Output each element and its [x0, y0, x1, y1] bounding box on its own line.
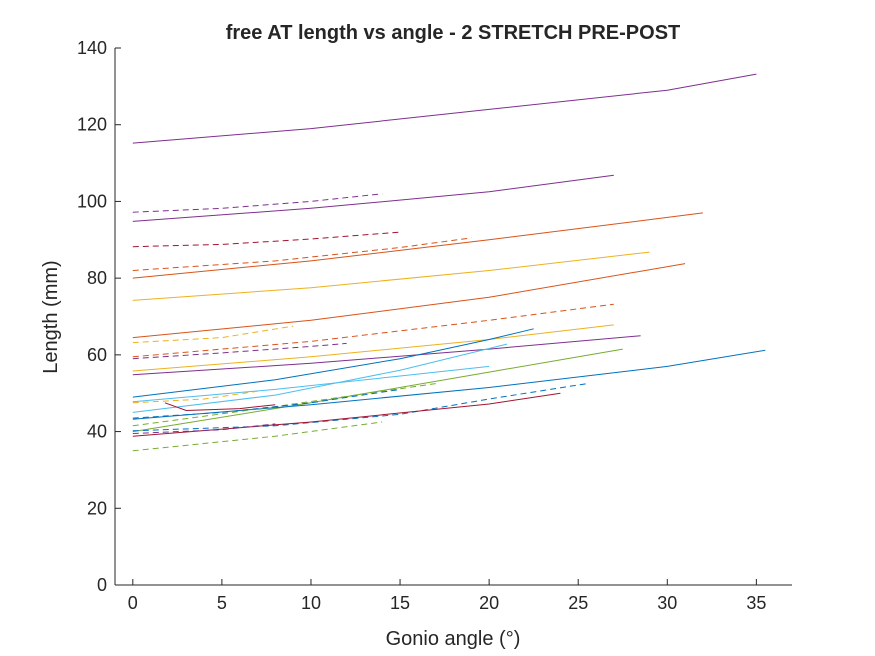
series-line-25	[164, 402, 276, 412]
series-line-7	[132, 251, 650, 301]
y-tick-label-120: 120	[77, 115, 107, 135]
x-tick-label-15: 15	[390, 593, 410, 613]
y-tick-label-0: 0	[97, 575, 107, 595]
x-tick-label-5: 5	[217, 593, 227, 613]
series-line-13	[132, 335, 641, 376]
y-tick-label-20: 20	[87, 498, 107, 518]
series-line-24	[132, 388, 401, 419]
series-line-5	[132, 237, 472, 271]
series-line-26	[132, 390, 258, 404]
axes: 0 5 10 15 20 25 30 35 0 20 40 60 80 100 120 140	[77, 38, 792, 613]
y-axis-label: Length (mm)	[40, 260, 62, 373]
y-tick-label-100: 100	[77, 191, 107, 211]
x-tick-label-25: 25	[568, 593, 588, 613]
series-line-14	[132, 328, 534, 398]
series-line-17	[132, 348, 623, 433]
series-line-8	[132, 263, 686, 339]
series-line-11	[132, 342, 347, 360]
series-line-1	[132, 73, 757, 144]
series-line-23	[132, 383, 436, 427]
series-line-20	[132, 392, 561, 437]
series-line-22	[132, 421, 383, 452]
series-line-19	[132, 383, 588, 432]
y-tick-label-60: 60	[87, 345, 107, 365]
series-line-9	[132, 303, 614, 358]
chart-title: free AT length vs angle - 2 STRETCH PRE-…	[226, 22, 681, 44]
x-axis-label: Gonio angle (°)	[386, 628, 521, 650]
series-line-4	[132, 231, 401, 248]
x-tick-label-20: 20	[479, 593, 499, 613]
x-tick-label-35: 35	[746, 593, 766, 613]
y-tick-label-40: 40	[87, 422, 107, 442]
y-tick-label-80: 80	[87, 268, 107, 288]
series-line-6	[132, 212, 703, 279]
x-tick-label-10: 10	[301, 593, 321, 613]
series-line-3	[132, 193, 383, 213]
x-tick-label-30: 30	[657, 593, 677, 613]
series-line-18	[132, 349, 766, 420]
series-line-21	[132, 423, 276, 434]
x-tick-label-0: 0	[128, 593, 138, 613]
series-line-2	[132, 174, 614, 222]
y-tick-label-140: 140	[77, 38, 107, 58]
series-line-16	[132, 365, 490, 403]
series-line-12	[132, 324, 614, 372]
plot-lines	[132, 73, 766, 452]
